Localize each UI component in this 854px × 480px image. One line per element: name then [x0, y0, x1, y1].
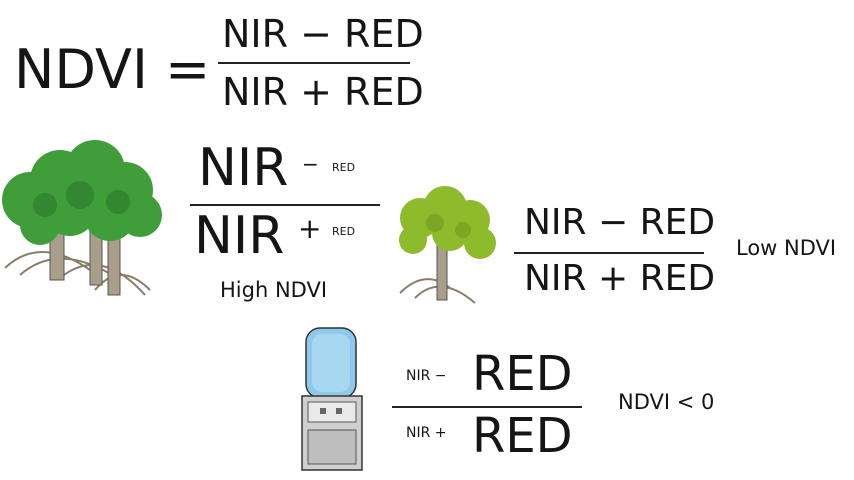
high-numerator-red: RED [332, 161, 356, 174]
dense-forest-icon [2, 140, 162, 296]
high-numerator-nir: NIR [198, 138, 289, 198]
neg-denominator-nir: NIR + [406, 425, 447, 441]
water-cooler-icon [301, 327, 363, 471]
high-denominator-plus: + [298, 212, 322, 245]
neg-denominator-red: RED [472, 408, 573, 464]
high-denominator-red: RED [332, 225, 356, 238]
neg-fraction-bar [392, 406, 582, 408]
main-formula-fraction-bar [218, 62, 410, 64]
high-ndvi-label: High NDVI [220, 278, 328, 302]
high-numerator-minus: − [302, 152, 319, 176]
neg-numerator-nir: NIR − [406, 368, 447, 384]
main-formula-numerator: NIR − RED [222, 12, 424, 56]
negative-ndvi-label: NDVI < 0 [618, 390, 715, 414]
low-ndvi-label: Low NDVI [736, 236, 837, 260]
main-formula-lhs: NDVI = [14, 38, 211, 101]
low-fraction-bar [514, 252, 704, 254]
low-numerator: NIR − RED [524, 202, 716, 243]
main-formula-denominator: NIR + RED [222, 70, 424, 114]
low-denominator: NIR + RED [524, 258, 716, 299]
sparse-tree-icon [399, 186, 496, 304]
high-fraction-bar [190, 204, 380, 206]
neg-numerator-red: RED [472, 346, 573, 402]
high-denominator-nir: NIR [194, 206, 285, 266]
